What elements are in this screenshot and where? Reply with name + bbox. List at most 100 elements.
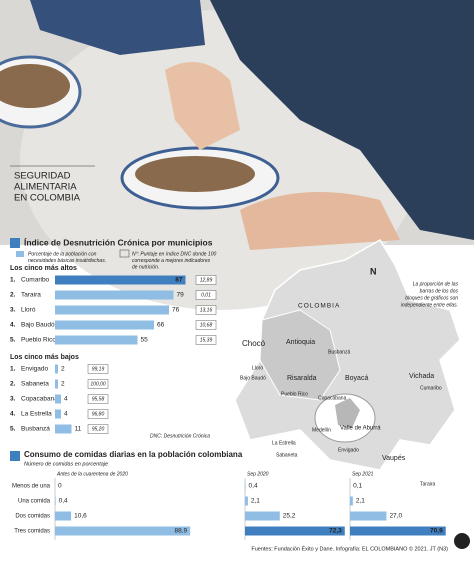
map-label: Taraira: [420, 481, 436, 487]
section-icon: [10, 451, 20, 461]
bar: [245, 482, 246, 491]
map-note: barras de los dos: [420, 288, 459, 294]
value-label: 4: [64, 411, 68, 418]
rank: 2.: [10, 381, 16, 388]
section-icon: [10, 238, 20, 248]
photo-food: [135, 156, 255, 192]
map-label: Bajo Baudó: [240, 375, 266, 381]
bar: [55, 527, 190, 536]
map-label: La Estrella: [272, 440, 296, 446]
score: 96,80: [92, 411, 105, 417]
value-label: 0,4: [59, 498, 68, 505]
score: 0,01: [201, 292, 211, 298]
value-label: 10,6: [74, 513, 87, 520]
municipality: Envigado: [21, 366, 48, 373]
value-label: 2: [61, 381, 65, 388]
legend-text: de nutrición.: [132, 264, 159, 270]
map-note: independiente entre ellas.: [401, 302, 458, 308]
value-label: 55: [141, 337, 149, 344]
title: EN COLOMBIA: [14, 193, 81, 204]
value-label: 0,4: [249, 483, 258, 490]
category: Una comida: [18, 499, 51, 505]
value-label: 76: [172, 307, 180, 314]
group-title: Los cinco más bajos: [10, 354, 79, 361]
group-title: Los cinco más altos: [10, 265, 77, 272]
municipality: Busbanzá: [21, 426, 50, 433]
municipality: Cumaribo: [21, 277, 50, 284]
panel-title: Sep 2021: [352, 471, 374, 477]
category: Tres comidas: [14, 529, 50, 535]
rank: 3.: [10, 307, 16, 314]
value-label: 27,0: [389, 513, 402, 520]
map-label: Sabaneta: [276, 452, 298, 458]
map-label: Boyacá: [345, 375, 368, 382]
section-title: Índice de Desnutrición Crónica por munic…: [24, 237, 213, 247]
rank: 2.: [10, 292, 16, 299]
legend-text: necesidades básicas insatisfechas.: [28, 258, 106, 264]
score: 99,19: [92, 366, 105, 372]
value-label: 87: [175, 277, 183, 284]
bar: [55, 380, 58, 389]
bar: [55, 321, 154, 330]
bar: [245, 512, 280, 521]
map-label: Risaralda: [287, 375, 317, 382]
bar: [55, 276, 186, 285]
rank: 3.: [10, 396, 16, 403]
map-label: Vichada: [409, 373, 434, 380]
map-label: Medellín: [312, 427, 331, 433]
rank: 1.: [10, 366, 16, 373]
map-note: bloques de gráficos son: [405, 295, 458, 301]
value-label: 79: [177, 292, 185, 299]
municipality: Taraira: [21, 292, 41, 299]
bar: [55, 410, 61, 419]
value-label: 2,1: [356, 498, 365, 505]
title: ALIMENTARIA: [14, 182, 77, 193]
value-label: 70,9: [430, 528, 443, 535]
value-label: 25,2: [283, 513, 296, 520]
value-label: 0: [58, 483, 62, 490]
map-label: Valle de Aburrá: [340, 426, 381, 432]
score: 12,89: [200, 277, 213, 283]
bar: [245, 497, 248, 506]
map-label: Lloró: [252, 365, 263, 371]
bar: [350, 512, 386, 521]
map-label: Pueblo Rico: [281, 391, 308, 397]
score: 95,58: [92, 396, 105, 402]
bar: [55, 291, 174, 300]
score: 10,68: [200, 322, 213, 328]
value-label: 0,1: [353, 483, 362, 490]
section-subtitle: Número de comidas en porcentaje: [24, 461, 108, 467]
map-label: Chocó: [242, 339, 266, 348]
rank: 5.: [10, 426, 16, 433]
municipality: La Estrella: [21, 411, 52, 418]
footer: Fuentes: Fundación Éxito y Dane. Infogra…: [251, 545, 448, 552]
score: 13,16: [200, 307, 213, 313]
country: COLOMBIA: [298, 303, 340, 310]
legend-text: corresponde a mejores indicadores: [132, 258, 211, 264]
bar: [55, 497, 56, 506]
value-label: 88,9: [174, 528, 187, 535]
rank: 4.: [10, 322, 16, 329]
municipality: Copacabana: [21, 396, 58, 403]
category: Menos de una: [12, 484, 51, 490]
north: N: [370, 266, 377, 276]
photo-foot: [240, 192, 400, 250]
panel-title: Sep 2020: [247, 471, 269, 477]
logo: [454, 533, 470, 549]
rank: 1.: [10, 277, 16, 284]
value-label: 4: [64, 396, 68, 403]
map-label: Antioquia: [286, 339, 315, 346]
category: Dos comidas: [15, 514, 50, 520]
legend-text: Porcentaje de la población con: [28, 251, 97, 257]
map-label: Copacabana: [318, 395, 347, 401]
bar: [55, 306, 169, 315]
municipality: Bajo Baudó: [21, 322, 55, 329]
value-label: 2: [61, 366, 65, 373]
bar: [55, 365, 58, 374]
map-note: La proporción de las: [413, 281, 459, 287]
score: 100,00: [90, 381, 106, 387]
value-label: 2,1: [251, 498, 260, 505]
bar: [55, 336, 138, 345]
value-label: 66: [157, 322, 165, 329]
